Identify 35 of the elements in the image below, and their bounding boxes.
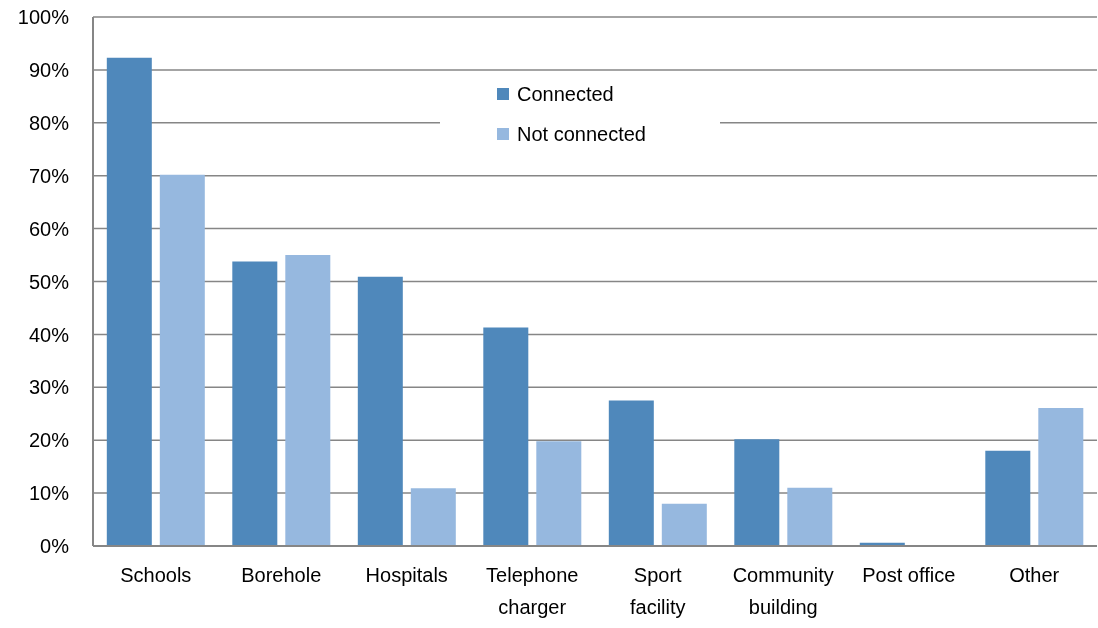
bar [232, 261, 278, 546]
x-tick-label: Telephone charger [486, 564, 579, 619]
y-tick-label: 80% [28, 111, 70, 134]
y-tick-label: 20% [28, 429, 70, 452]
bar [159, 174, 205, 546]
y-tick-label: 90% [28, 59, 70, 81]
x-tick-label: Borehole [241, 564, 322, 587]
x-tick-label: Sport facility [629, 564, 686, 619]
legend-label: Connected [517, 82, 614, 106]
bar [357, 276, 403, 546]
y-tick-label: 60% [28, 217, 70, 240]
bar [106, 57, 152, 546]
bar [285, 255, 331, 546]
x-tick-label: Hospitals [365, 564, 448, 587]
x-tick-label: Other [1009, 564, 1060, 587]
bar [608, 400, 654, 546]
x-tick-label: Post office [862, 564, 956, 587]
x-tick-label: Schools [120, 564, 192, 587]
bar [787, 487, 833, 546]
x-tick-label: Community building [732, 564, 834, 619]
y-tick-label: 40% [28, 323, 70, 346]
bar [410, 488, 456, 546]
bar [661, 503, 707, 546]
bar [734, 439, 780, 546]
legend-label: Not connected [517, 122, 646, 146]
y-tick-label: 100% [17, 6, 70, 29]
y-tick-label: 30% [28, 376, 70, 399]
y-tick-label: 50% [28, 270, 70, 293]
bar [1038, 407, 1084, 546]
bar [985, 450, 1031, 546]
bar [536, 441, 582, 546]
y-tick-label: 70% [28, 164, 70, 187]
y-tick-label: 0% [40, 535, 70, 558]
y-tick-label: 10% [28, 482, 70, 505]
bar [483, 327, 529, 546]
